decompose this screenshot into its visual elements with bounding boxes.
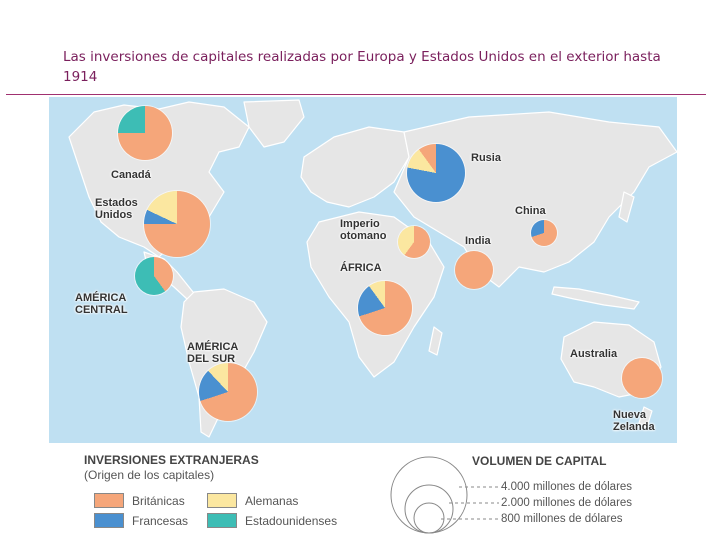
japan-land <box>618 191 635 223</box>
label-australia: Australia <box>570 348 618 360</box>
title-divider <box>6 94 706 95</box>
pie-china <box>531 220 557 246</box>
legend-item-francesas: Francesas <box>94 513 188 528</box>
pie-estados-unidos <box>144 191 210 257</box>
volume-label-medium: 2.000 millones de dólares <box>501 497 633 509</box>
madagascar-land <box>428 326 443 356</box>
indonesia-land <box>551 286 640 310</box>
legend-item-estadounidenses: Estadounidenses <box>207 513 337 528</box>
pie-india <box>455 251 493 289</box>
volume-circles <box>390 456 499 534</box>
legend-subtitle: (Origen de los capitales) <box>84 468 215 482</box>
europe-land <box>300 126 410 208</box>
volume-circle-small <box>413 502 445 534</box>
volume-circle-large <box>390 456 468 534</box>
label-canada: Canadá <box>111 169 151 181</box>
label-imperio-otomano: Imperio otomano <box>340 218 387 242</box>
volume-label-small: 800 millones de dólares <box>501 513 623 525</box>
swatch-estadounidenses <box>207 513 237 528</box>
pie-africa <box>358 281 412 335</box>
label-america-del-sur: AMÉRICA DEL SUR <box>187 341 238 365</box>
legend-label-alemanas: Alemanas <box>245 493 299 508</box>
label-rusia: Rusia <box>471 152 501 164</box>
legend-item-britanicas: Británicas <box>94 493 185 508</box>
page-title: Las inversiones de capitales realizadas … <box>63 49 661 85</box>
swatch-britanicas <box>94 493 124 508</box>
label-india: India <box>465 235 491 247</box>
swatch-francesas <box>94 513 124 528</box>
legend-label-francesas: Francesas <box>132 513 189 528</box>
legend-title: INVERSIONES EXTRANJERAS <box>84 453 259 467</box>
pie-america-central <box>135 257 173 295</box>
new-zealand-land <box>638 406 653 428</box>
label-china: China <box>515 205 546 217</box>
legend-panel: INVERSIONES EXTRANJERAS (Origen de los c… <box>49 443 677 540</box>
volume-label-large: 4.000 millones de dólares <box>501 481 633 493</box>
asia-land <box>393 111 677 288</box>
label-america-central: AMÉRICA CENTRAL <box>75 292 128 316</box>
legend-label-britanicas: Británicas <box>132 493 185 508</box>
legend-item-alemanas: Alemanas <box>207 493 298 508</box>
legend-label-estadounidenses: Estadounidenses <box>245 513 338 528</box>
label-estados-unidos: Estados Unidos <box>95 197 138 221</box>
pie-rusia <box>407 144 465 202</box>
pie-imperio-otomano <box>398 226 430 258</box>
pie-australia <box>622 358 662 398</box>
pie-america-del-sur <box>199 363 257 421</box>
label-africa: ÁFRICA <box>340 262 382 274</box>
swatch-alemanas <box>207 493 237 508</box>
label-nueva-zelanda: Nueva Zelanda <box>613 409 655 433</box>
volume-title: VOLUMEN DE CAPITAL <box>472 454 607 468</box>
greenland-land <box>243 99 305 148</box>
volume-circle-medium <box>404 484 454 534</box>
pie-canada <box>118 106 172 160</box>
world-map: Canadá Estados Unidos AMÉRICA CENTRAL AM… <box>49 97 677 443</box>
